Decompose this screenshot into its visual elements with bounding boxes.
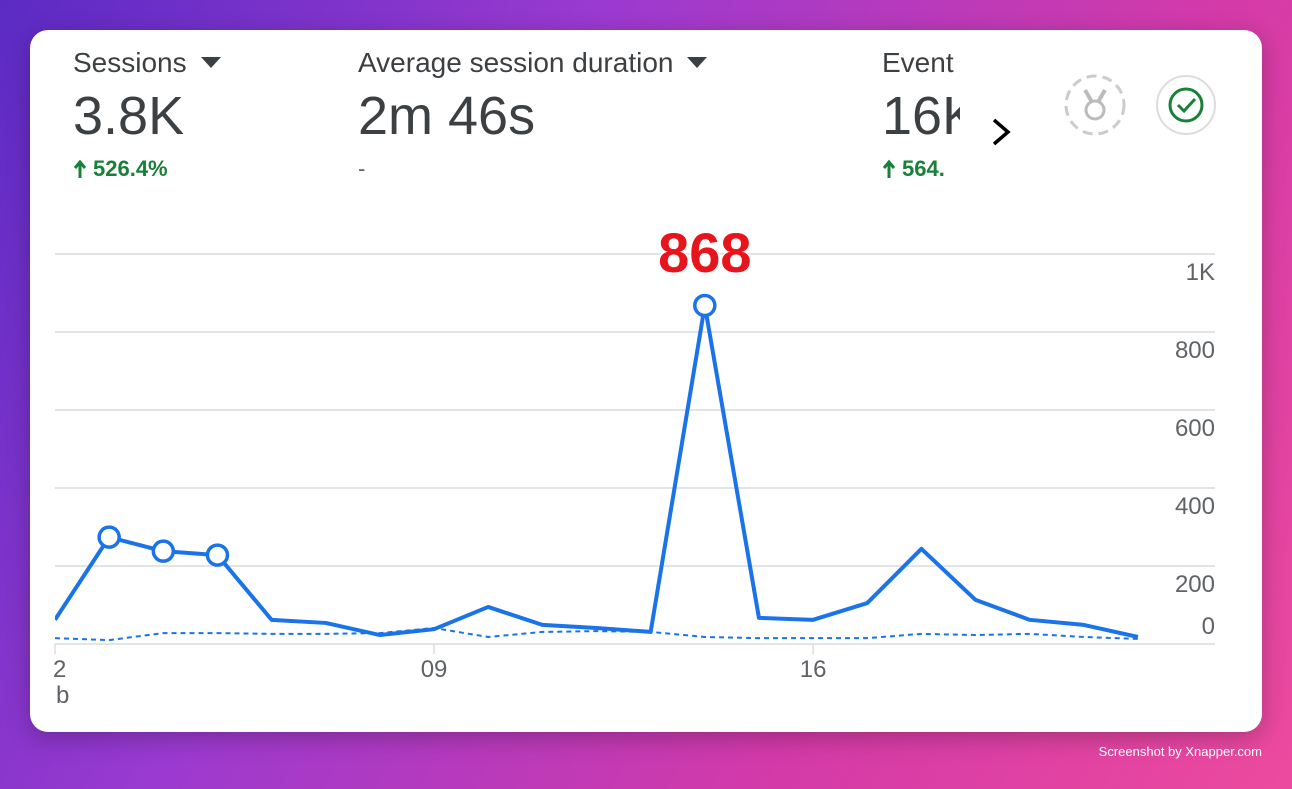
- triangle: [200, 57, 221, 68]
- x-month-label: b: [56, 682, 69, 709]
- change-text: -: [358, 156, 366, 181]
- y-tick-label: 200: [1175, 571, 1215, 598]
- metric-name[interactable]: Average session duration: [358, 45, 708, 81]
- metric-value: 3.8K: [73, 86, 185, 146]
- previous-line: [55, 627, 1139, 642]
- point-marker: [205, 543, 230, 567]
- metric-label: Average session duration: [358, 47, 674, 78]
- metric-label: Sessions: [73, 47, 187, 78]
- watermark: Screenshot by Xnapper.com: [1098, 744, 1262, 759]
- metric-change: 564.: [882, 155, 960, 183]
- metric-change: 526.4%: [73, 155, 221, 183]
- metric-label: Event: [882, 47, 954, 78]
- dashed-ring: [1064, 74, 1126, 136]
- plot: [55, 303, 1139, 642]
- metric: Average session duration 2m 46s -: [358, 45, 708, 183]
- triangle: [687, 57, 708, 68]
- metric-value: 2m 46s: [358, 86, 536, 146]
- check-circle: [1168, 87, 1204, 123]
- metric-name[interactable]: Sessions: [73, 45, 221, 81]
- y-tick-label: 0: [1202, 613, 1215, 640]
- metric-name: Event: [882, 45, 960, 81]
- change-text: 526.4%: [93, 156, 168, 181]
- change-text: 564.: [902, 156, 945, 181]
- y-tick-label: 800: [1175, 337, 1215, 364]
- up-arrow: [73, 159, 87, 178]
- arrow: [73, 159, 87, 178]
- next-arrow[interactable]: [992, 118, 1011, 146]
- point-marker: [693, 293, 717, 318]
- check-icon[interactable]: [1156, 75, 1216, 135]
- card: [30, 30, 1262, 732]
- x-tick-label: 09: [421, 656, 448, 683]
- peak-annotation: 868: [658, 221, 751, 284]
- line: [55, 303, 1139, 639]
- dropdown-icon[interactable]: [200, 57, 221, 69]
- x-tick-label: 2: [53, 656, 66, 683]
- up-arrow: [882, 159, 896, 178]
- medal: [1084, 99, 1106, 121]
- medal-icon[interactable]: [1064, 74, 1126, 136]
- point-marker: [97, 525, 121, 549]
- x-tick-label: 16: [800, 656, 827, 683]
- check-mark: [1176, 97, 1197, 114]
- y-tick-label: 600: [1175, 415, 1215, 442]
- point-marker: [151, 539, 176, 563]
- check-ring: [1156, 75, 1216, 135]
- ribbon: [1083, 88, 1107, 104]
- metric-value: 16K: [882, 86, 960, 146]
- y-tick-label: 400: [1175, 493, 1215, 520]
- metric: Event 16K 564.: [882, 45, 960, 183]
- chevron: [992, 118, 1011, 146]
- y-tick-label: 1K: [1186, 259, 1215, 286]
- arrow: [882, 159, 896, 178]
- metric-change: -: [358, 155, 707, 183]
- dropdown-icon[interactable]: [687, 57, 708, 69]
- metric: Sessions 3.8K 526.4%: [73, 45, 221, 183]
